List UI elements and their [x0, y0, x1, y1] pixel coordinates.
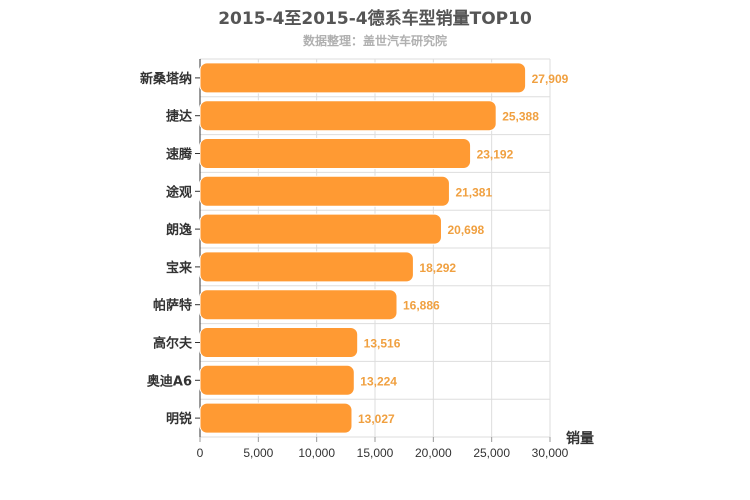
- category-label: 捷达: [166, 109, 192, 125]
- data-label: 27,909: [532, 72, 569, 86]
- bar: [199, 364, 355, 396]
- category-label: 宝来: [166, 260, 193, 276]
- category-label: 速腾: [166, 147, 193, 163]
- x-axis-title: 销量: [566, 430, 594, 447]
- bar: [199, 100, 497, 132]
- data-label: 20,698: [447, 223, 484, 237]
- category-label: 朗逸: [166, 222, 192, 238]
- category-label: 帕萨特: [153, 298, 192, 314]
- data-label: 25,388: [502, 110, 539, 124]
- chart-title: 2015-4至2015-4德系车型销量TOP10: [218, 9, 532, 29]
- category-label: 高尔夫: [153, 336, 193, 352]
- bar: [199, 175, 450, 207]
- bar: [199, 138, 472, 169]
- bar: [199, 213, 442, 245]
- data-label: 13,516: [364, 337, 401, 351]
- category-label: 途观: [166, 184, 192, 200]
- data-label: 18,292: [419, 261, 456, 275]
- category-label: 奥迪A6: [147, 373, 192, 389]
- data-label: 23,192: [477, 148, 514, 162]
- x-tick-label: 10,000: [298, 446, 335, 460]
- data-label: 16,886: [403, 299, 440, 313]
- bar: [199, 327, 359, 358]
- x-tick-label: 15,000: [357, 446, 394, 460]
- bar: [199, 402, 353, 434]
- bar: [199, 289, 398, 321]
- data-label: 13,224: [360, 374, 397, 388]
- category-label: 新桑塔纳: [140, 71, 192, 87]
- category-label: 明锐: [166, 411, 192, 427]
- x-tick-label: 30,000: [532, 446, 569, 460]
- x-tick-label: 5,000: [243, 446, 273, 460]
- data-label: 13,027: [358, 412, 395, 426]
- x-tick-label: 0: [197, 446, 204, 460]
- bar: [199, 62, 527, 94]
- bar: [199, 251, 414, 283]
- x-tick-label: 20,000: [415, 446, 452, 460]
- data-label: 21,381: [455, 185, 492, 199]
- x-tick-label: 25,000: [473, 446, 510, 460]
- chart-subtitle: 数据整理：盖世汽车研究院: [302, 34, 447, 48]
